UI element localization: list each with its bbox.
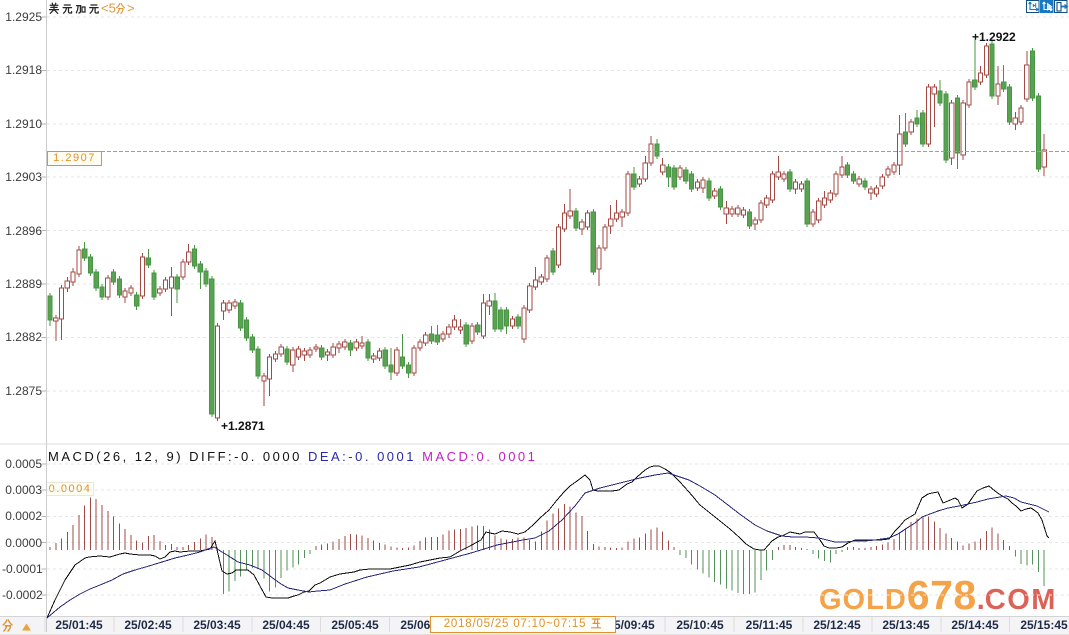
svg-text:<5: <5 (101, 1, 116, 16)
svg-text:>: > (127, 1, 135, 16)
